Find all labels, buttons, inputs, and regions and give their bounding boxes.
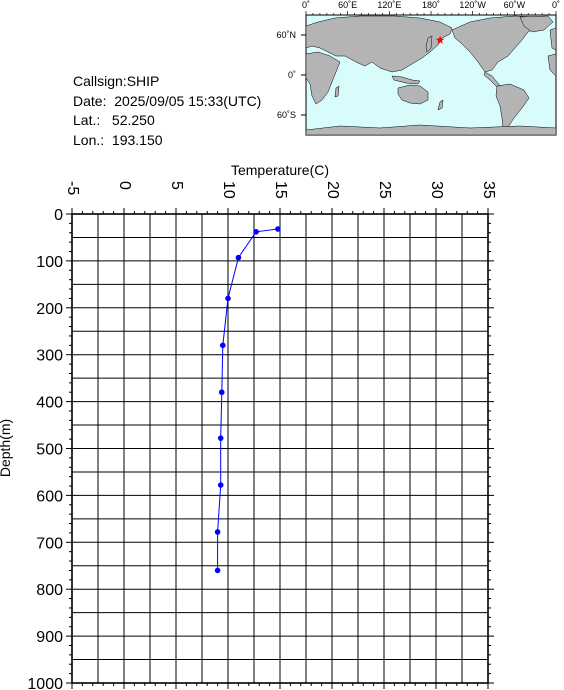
x-tick-label: 0 xyxy=(116,181,133,190)
lat-label: Lat.: xyxy=(73,112,101,128)
land-north-america xyxy=(451,15,541,73)
y-axis-label: Depth(m) xyxy=(0,419,13,477)
map-lon-label: 60˚E xyxy=(338,0,357,10)
land-europe-west xyxy=(549,27,557,51)
lon-label: Lon.: xyxy=(73,131,105,148)
map-lon-label: 0˚ xyxy=(302,0,310,10)
land-japan xyxy=(425,35,433,53)
data-point xyxy=(217,482,224,488)
data-point xyxy=(253,229,259,235)
chart-grid xyxy=(71,213,489,684)
date-value: 2025/09/05 15:33(UTC) xyxy=(114,92,262,109)
callsign-value: SHIP xyxy=(126,73,160,89)
map-lat-label: 60˚S xyxy=(277,110,296,120)
map-lat-label: 60˚N xyxy=(276,30,296,40)
map-lon-label: 120˚E xyxy=(377,0,401,10)
lat-line: Lat.: 52.250 xyxy=(73,111,261,131)
x-axis-ticks: -5 0 5 10 15 20 25 30 35 xyxy=(64,181,497,689)
date-line: Date: 2025/09/05 15:33(UTC) xyxy=(73,92,261,112)
y-tick-label: 200 xyxy=(36,301,63,318)
map-lat-label: 0˚ xyxy=(288,70,296,80)
data-point xyxy=(214,529,221,535)
land-eurasia xyxy=(305,15,453,73)
x-tick-label: -5 xyxy=(64,181,81,195)
y-tick-label: 1000 xyxy=(27,676,63,690)
x-tick-label: 35 xyxy=(480,181,497,199)
y-axis-ticks: 0 100 200 300 400 500 600 700 800 900 1000 xyxy=(27,207,494,690)
data-point xyxy=(218,389,225,396)
x-tick-label: 5 xyxy=(168,181,185,190)
data-point xyxy=(214,567,221,574)
x-tick-label: 10 xyxy=(220,181,237,199)
data-point xyxy=(217,435,224,441)
land-australia xyxy=(397,84,429,105)
callsign-line: Callsign:SHIP xyxy=(73,72,261,92)
map-lon-label: 180˚ xyxy=(422,0,440,10)
y-tick-label: 0 xyxy=(54,207,63,224)
data-point xyxy=(220,342,226,349)
station-info: Callsign:SHIP Date: 2025/09/05 15:33(UTC… xyxy=(73,72,261,150)
y-tick-label: 300 xyxy=(36,348,63,365)
y-tick-label: 600 xyxy=(36,488,63,505)
lon-value: 193.150 xyxy=(111,131,163,148)
y-tick-label: 500 xyxy=(36,442,63,459)
x-tick-label: 20 xyxy=(324,181,341,199)
y-tick-label: 700 xyxy=(36,535,63,552)
lon-line: Lon.: 193.150 xyxy=(73,131,261,151)
x-tick-label: 25 xyxy=(376,181,393,199)
series-line xyxy=(217,228,278,571)
x-tick-label: 15 xyxy=(272,181,289,199)
map-top-labels: 0˚ 60˚E 120˚E 180˚ 120˚W 60˚W 0˚ xyxy=(302,0,560,15)
x-tick-label: 30 xyxy=(428,181,445,199)
y-tick-label: 800 xyxy=(36,582,63,599)
land-antarctica xyxy=(305,124,557,136)
x-axis-label: Temperature(C) xyxy=(231,162,329,178)
lat-value: 52.250 xyxy=(111,112,155,128)
data-point xyxy=(275,226,281,232)
y-tick-label: 100 xyxy=(36,254,63,271)
land-indonesia xyxy=(391,75,421,85)
map-land xyxy=(305,15,557,136)
station-star xyxy=(435,35,445,44)
land-new-zealand xyxy=(437,99,444,111)
land-greenland xyxy=(519,15,554,33)
data-point xyxy=(235,254,242,261)
map-lon-label: 120˚W xyxy=(459,0,486,10)
chart-series xyxy=(214,226,281,574)
map-left-labels: 60˚N 0˚ 60˚S xyxy=(276,30,306,120)
map-lon-label: 60˚W xyxy=(504,0,526,10)
land-south-america xyxy=(495,83,530,129)
land-madagascar xyxy=(334,85,340,98)
land-africa-wrap xyxy=(547,53,557,77)
data-point xyxy=(225,295,231,302)
station-marker-icon xyxy=(435,35,445,44)
date-label: Date: xyxy=(73,92,107,109)
land-africa xyxy=(305,51,341,105)
y-tick-label: 900 xyxy=(36,629,63,646)
y-tick-label: 400 xyxy=(36,395,63,412)
map-lon-label: 0˚ xyxy=(552,0,560,10)
callsign-label: Callsign: xyxy=(73,73,127,89)
